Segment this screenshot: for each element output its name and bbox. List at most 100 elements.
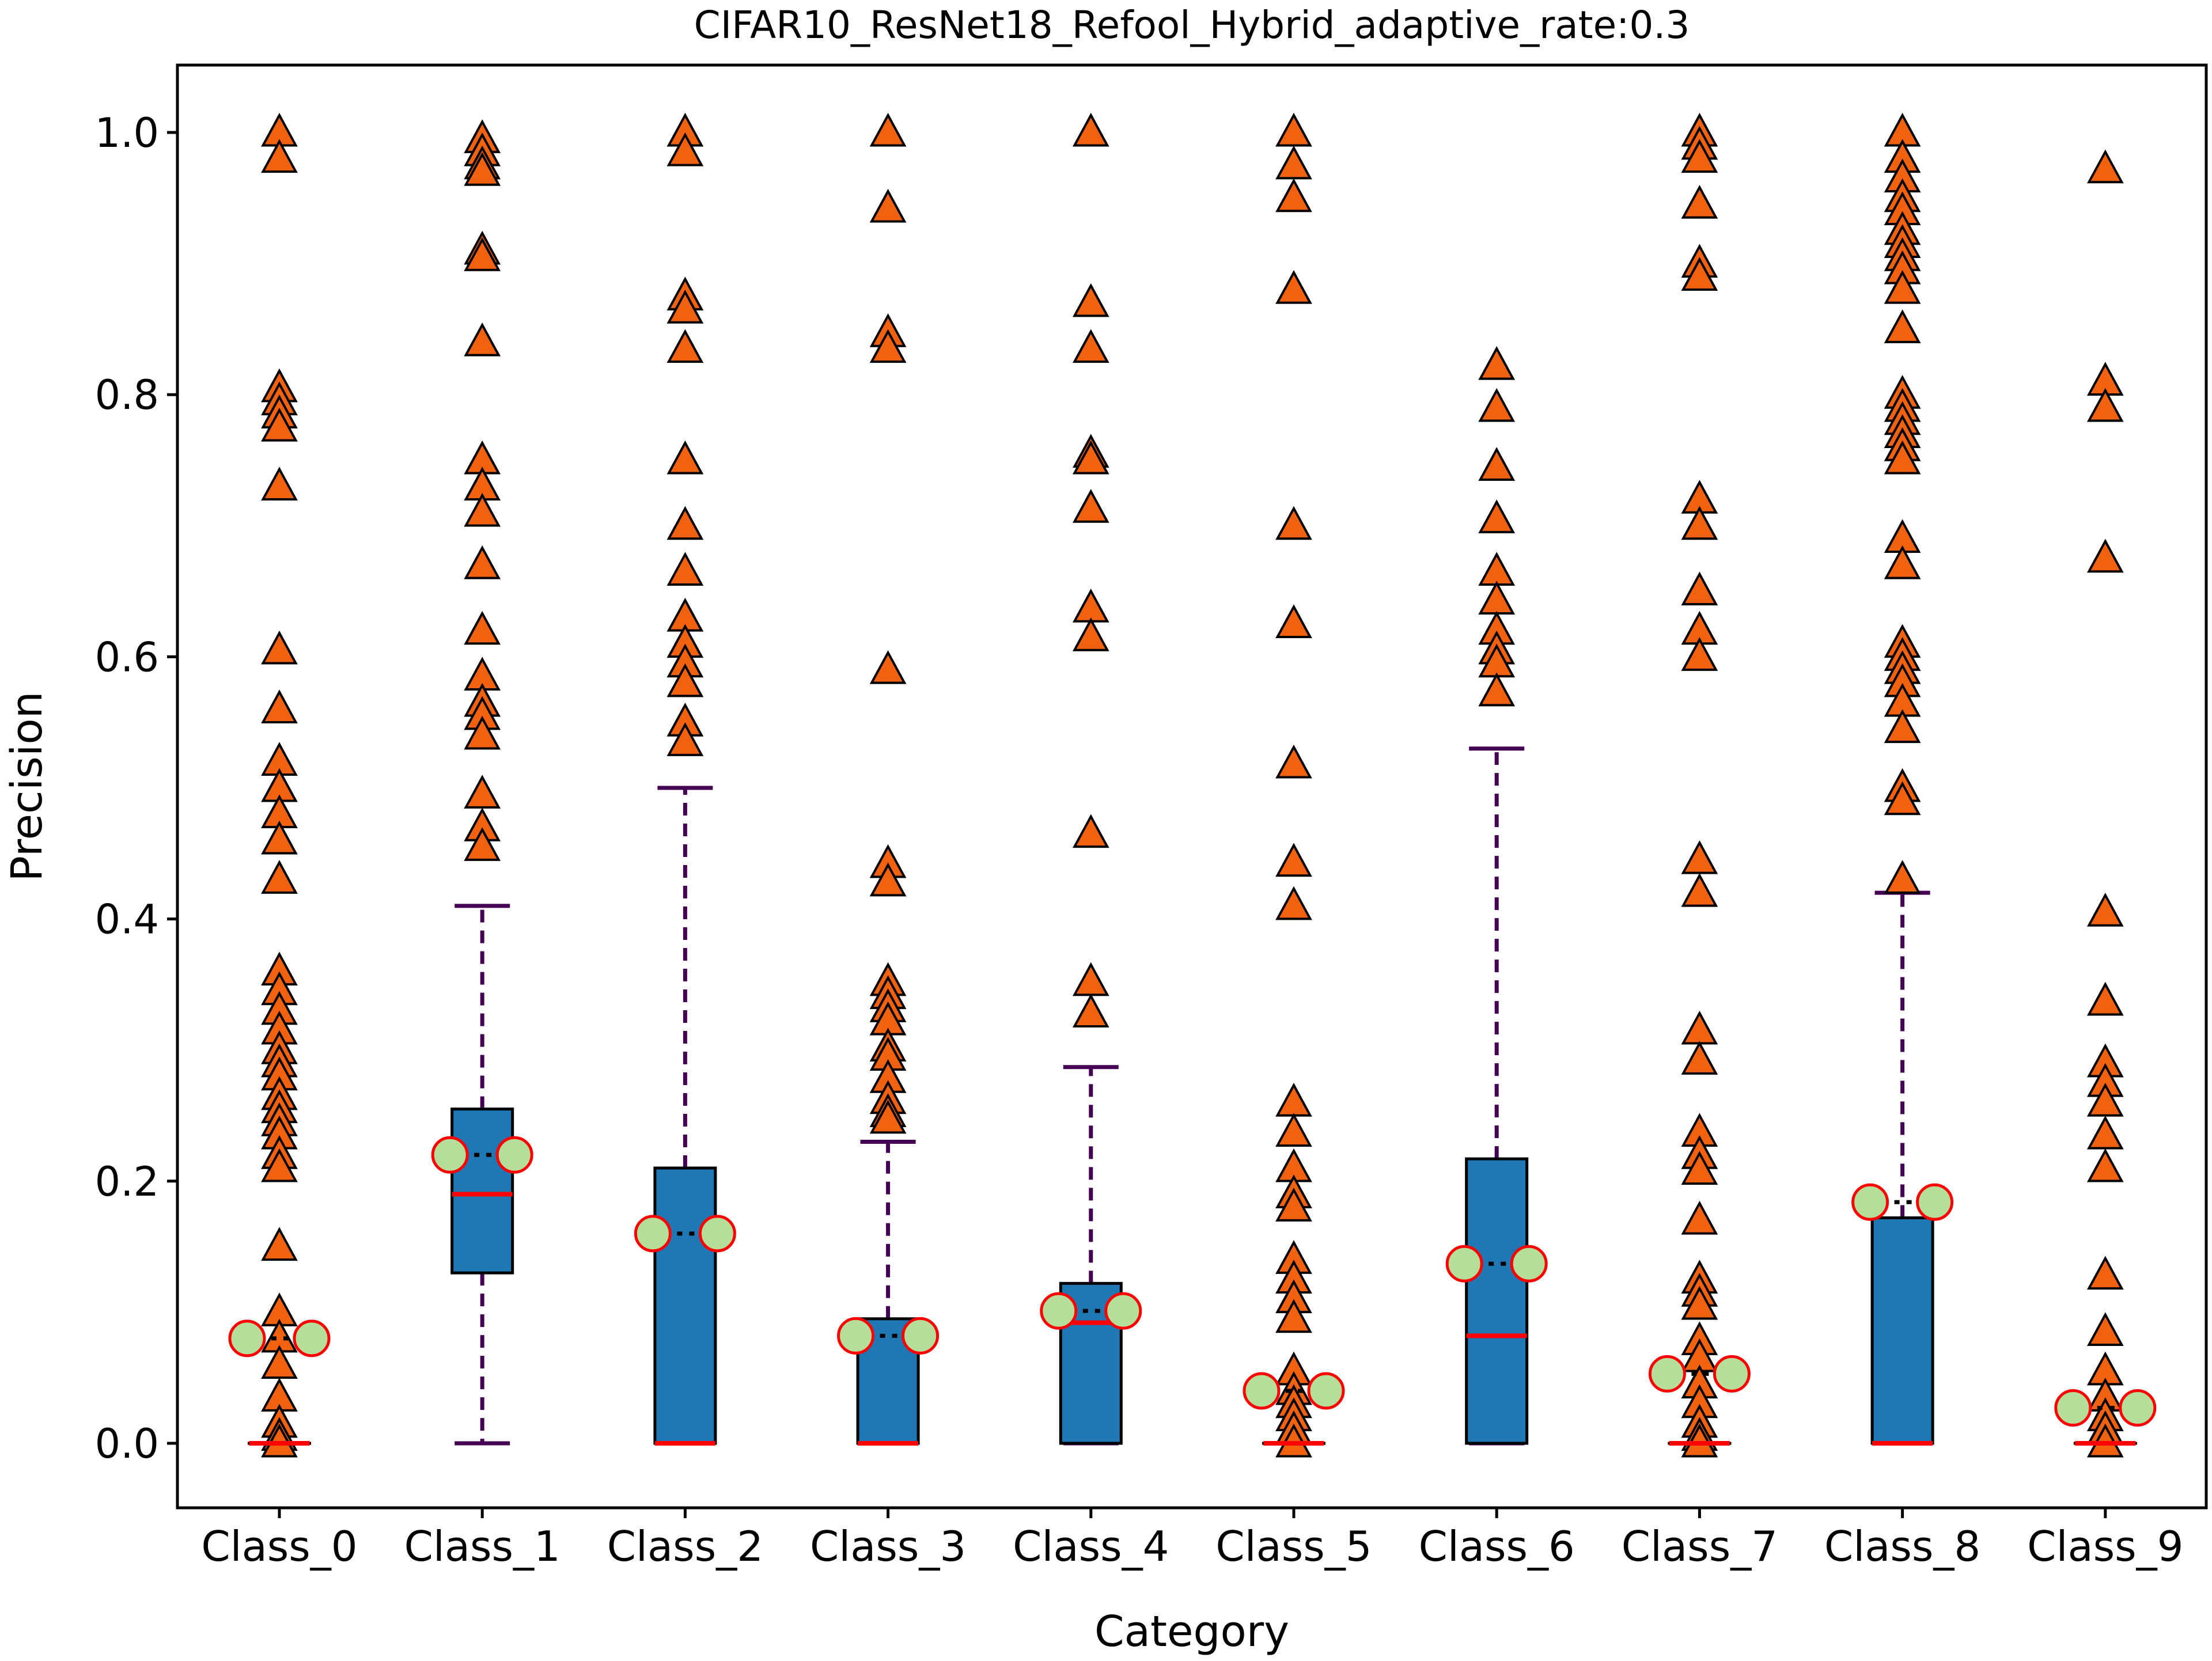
x-tick-label: Class_1 — [404, 1522, 560, 1571]
x-tick-label: Class_6 — [1419, 1522, 1575, 1571]
outlier-point — [1683, 187, 1716, 218]
box-group-class-8 — [1853, 115, 1952, 1443]
mean-marker-right — [903, 1318, 938, 1353]
outlier-point — [2089, 1118, 2122, 1148]
outlier-point — [1683, 1013, 1716, 1044]
x-tick-label: Class_9 — [2027, 1522, 2183, 1571]
outlier-point — [1886, 312, 1919, 342]
mean-marker-right — [1106, 1294, 1141, 1328]
mean-marker-left — [1041, 1294, 1076, 1328]
mean-marker-left — [1650, 1356, 1684, 1391]
outlier-point — [669, 332, 702, 362]
mean-marker-right — [1714, 1356, 1749, 1391]
x-tick-label: Class_3 — [810, 1522, 966, 1571]
y-tick-label: 0.8 — [95, 371, 159, 419]
outlier-point — [263, 1230, 296, 1260]
outlier-point — [1278, 272, 1310, 303]
outlier-point — [872, 191, 904, 222]
outlier-point — [1278, 509, 1310, 539]
outlier-point — [1480, 554, 1513, 585]
box-group-class-1 — [433, 122, 532, 1443]
outlier-point — [1480, 502, 1513, 532]
outlier-point — [2089, 152, 2122, 183]
outlier-point — [1278, 607, 1310, 638]
outlier-point — [2089, 984, 2122, 1015]
outlier-point — [1480, 583, 1513, 614]
outlier-point — [1683, 843, 1716, 873]
box — [655, 1168, 715, 1443]
x-tick-label: Class_7 — [1622, 1522, 1778, 1571]
box-group-class-2 — [635, 115, 734, 1443]
box — [1872, 1218, 1933, 1443]
box-group-class-6 — [1447, 348, 1546, 1443]
mean-marker-right — [1309, 1374, 1343, 1408]
outlier-point — [1074, 491, 1107, 522]
outlier-point — [872, 653, 904, 683]
y-tick-label: 1.0 — [95, 109, 159, 157]
chart-title: CIFAR10_ResNet18_Refool_Hybrid_adaptive_… — [694, 3, 1690, 47]
outlier-point — [1683, 1043, 1716, 1074]
plot-area — [230, 115, 2155, 1457]
outlier-point — [1480, 675, 1513, 706]
x-tick-label: Class_2 — [607, 1522, 763, 1571]
outlier-point — [1074, 620, 1107, 650]
y-axis: 0.00.20.40.60.81.0 — [95, 109, 177, 1467]
outlier-point — [1278, 115, 1310, 146]
y-tick-label: 0.4 — [95, 896, 159, 943]
outlier-point — [1278, 181, 1310, 211]
mean-marker-left — [1244, 1374, 1279, 1408]
box-group-class-7 — [1650, 115, 1749, 1457]
outlier-point — [1278, 1085, 1310, 1116]
outlier-point — [669, 443, 702, 473]
y-axis-label: Precision — [2, 691, 52, 881]
box-group-class-9 — [2056, 152, 2155, 1457]
outlier-point — [263, 469, 296, 500]
y-tick-label: 0.2 — [95, 1158, 159, 1205]
outlier-point — [1886, 862, 1919, 893]
mean-marker-left — [1853, 1185, 1888, 1219]
outlier-point — [263, 692, 296, 722]
mean-marker-left — [2056, 1391, 2090, 1425]
outlier-point — [1278, 747, 1310, 778]
outlier-point — [1278, 1116, 1310, 1146]
outlier-point — [1074, 965, 1107, 995]
outlier-point — [263, 633, 296, 663]
mean-marker-right — [294, 1321, 329, 1356]
outlier-point — [2089, 541, 2122, 572]
outlier-point — [2089, 895, 2122, 926]
mean-marker-right — [497, 1137, 532, 1172]
outlier-point — [1480, 348, 1513, 379]
outlier-point — [2089, 1151, 2122, 1181]
outlier-point — [1480, 449, 1513, 480]
outlier-point — [263, 862, 296, 893]
outlier-point — [1278, 845, 1310, 876]
outlier-point — [1074, 115, 1107, 146]
outlier-point — [669, 509, 702, 539]
outlier-point — [2089, 1258, 2122, 1289]
outlier-point — [1278, 889, 1310, 919]
box — [452, 1109, 513, 1273]
mean-marker-right — [2120, 1391, 2155, 1425]
outlier-point — [1074, 332, 1107, 362]
outlier-point — [872, 115, 904, 146]
outlier-point — [1480, 390, 1513, 421]
box-group-class-4 — [1041, 115, 1141, 1443]
x-tick-label: Class_5 — [1215, 1522, 1372, 1571]
outlier-point — [1074, 286, 1107, 316]
mean-marker-right — [1918, 1185, 1952, 1219]
box-group-class-3 — [839, 115, 938, 1443]
x-tick-label: Class_8 — [1824, 1522, 1980, 1571]
outlier-point — [466, 548, 499, 578]
mean-marker-left — [433, 1137, 467, 1172]
outlier-point — [466, 613, 499, 644]
box-group-class-5 — [1244, 115, 1343, 1457]
x-tick-label: Class_0 — [201, 1522, 357, 1571]
mean-marker-left — [635, 1216, 670, 1251]
y-tick-label: 0.0 — [95, 1420, 159, 1467]
mean-marker-right — [1512, 1246, 1546, 1281]
outlier-point — [1074, 996, 1107, 1026]
outlier-point — [669, 554, 702, 585]
